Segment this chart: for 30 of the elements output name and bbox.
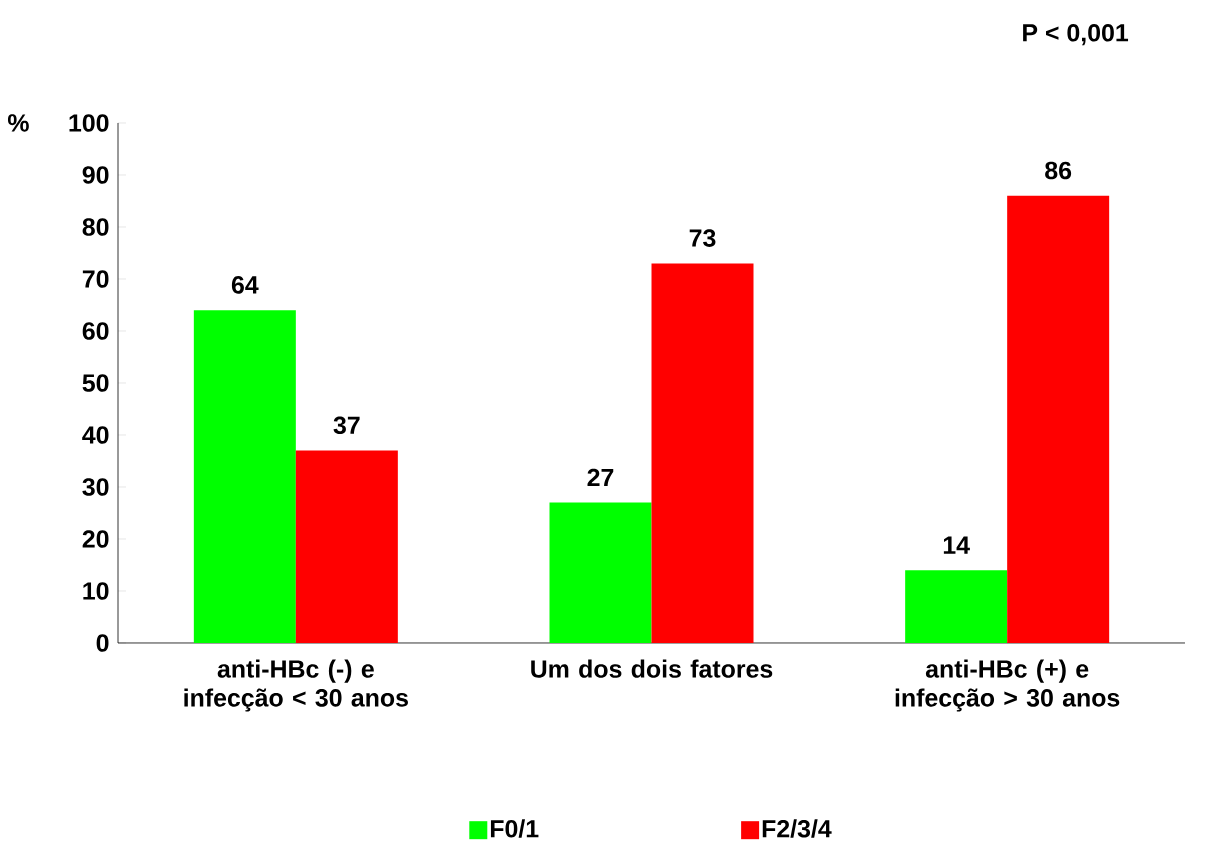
- y-axis-title: %: [7, 114, 29, 132]
- y-tick-label: 0: [96, 634, 109, 652]
- data-label: 86: [1045, 161, 1072, 180]
- legend-label: F2/3/4: [762, 819, 832, 838]
- bar: [1007, 195, 1110, 643]
- data-label: 27: [587, 468, 614, 487]
- y-tick-label: 70: [82, 270, 109, 288]
- y-tick-label: 50: [82, 374, 109, 392]
- x-tick-label: Um dos dois fatores: [531, 659, 773, 678]
- x-tick-label: anti-HBc (-) e infecção < 30 anos: [184, 659, 408, 712]
- y-tick-label: 60: [82, 322, 109, 340]
- y-tick-label: 90: [82, 166, 109, 184]
- x-tick-label: anti-HBc (+) e infecção > 30 anos: [895, 659, 1120, 712]
- y-tick-label: 30: [82, 478, 109, 496]
- data-label: 14: [943, 536, 970, 554]
- y-tick-label: 100: [69, 114, 109, 132]
- bar: [193, 310, 296, 643]
- y-tick-label: 40: [82, 426, 109, 444]
- data-label: 37: [333, 416, 360, 435]
- bar: [295, 450, 398, 643]
- y-tick-label: 20: [82, 530, 109, 548]
- data-label: 64: [231, 276, 259, 294]
- bar: [549, 502, 652, 643]
- text: P < 0,001: [1023, 23, 1129, 46]
- y-tick-label: 10: [83, 582, 109, 600]
- data-label: 73: [689, 229, 716, 247]
- bar: [905, 570, 1008, 643]
- legend-label: F0/1: [490, 819, 539, 838]
- bar: [651, 263, 754, 643]
- y-tick-label: 80: [82, 218, 109, 236]
